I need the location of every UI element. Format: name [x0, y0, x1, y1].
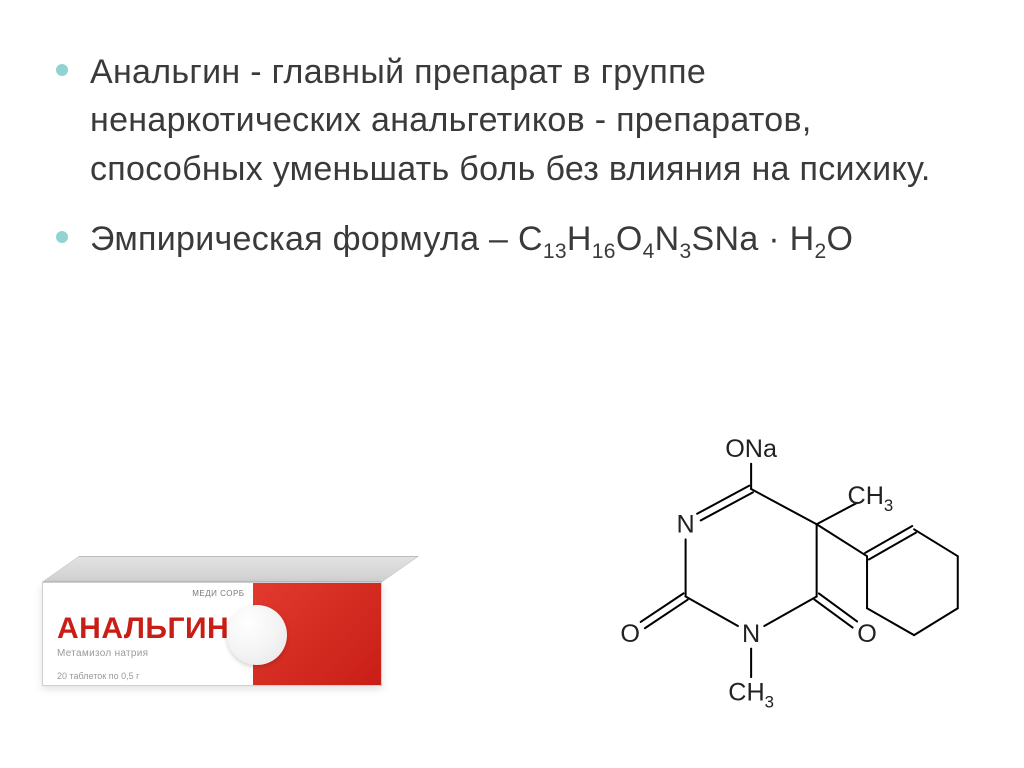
- svg-text:ONa: ONa: [725, 435, 778, 463]
- chemical-structure: ONa N CH3 O N O CH3: [568, 408, 988, 738]
- chem-svg: ONa N CH3 O N O CH3: [568, 408, 988, 738]
- svg-text:CH3: CH3: [728, 679, 774, 712]
- drug-pack-info: 20 таблеток по 0,5 г: [57, 671, 253, 681]
- pill-icon: [227, 605, 287, 665]
- bullet-1: Анальгин - главный препарат в группе нен…: [90, 48, 954, 193]
- bullet-2-text: Эмпирическая формула – C13H16O4N3SNa · H…: [90, 215, 954, 263]
- svg-text:N: N: [742, 620, 760, 648]
- svg-text:N: N: [676, 511, 694, 539]
- empirical-formula: C13H16O4N3SNa · H2O: [518, 220, 853, 258]
- bullet-2: Эмпирическая формула – C13H16O4N3SNa · H…: [90, 215, 954, 263]
- drug-brand-name: АНАЛЬГИН: [57, 612, 253, 646]
- formula-prefix: Эмпирическая формула –: [90, 220, 518, 258]
- drug-package: МЕДИ СОРБ АНАЛЬГИН Метамизол натрия 20 т…: [42, 556, 382, 686]
- box-right-panel: [253, 583, 381, 685]
- box-left-panel: МЕДИ СОРБ АНАЛЬГИН Метамизол натрия 20 т…: [43, 583, 253, 685]
- svg-text:O: O: [857, 620, 877, 648]
- slide: Анальгин - главный препарат в группе нен…: [0, 0, 1024, 768]
- svg-text:O: O: [620, 620, 640, 648]
- maker-label: МЕДИ СОРБ: [192, 589, 244, 598]
- bullet-dot-icon: [56, 231, 68, 243]
- bullet-1-text: Анальгин - главный препарат в группе нен…: [90, 48, 954, 193]
- box-front-face: МЕДИ СОРБ АНАЛЬГИН Метамизол натрия 20 т…: [42, 582, 382, 686]
- svg-text:CH3: CH3: [848, 482, 894, 515]
- drug-generic-name: Метамизол натрия: [57, 648, 253, 659]
- box-top-face: [42, 556, 419, 582]
- bullet-dot-icon: [56, 64, 68, 76]
